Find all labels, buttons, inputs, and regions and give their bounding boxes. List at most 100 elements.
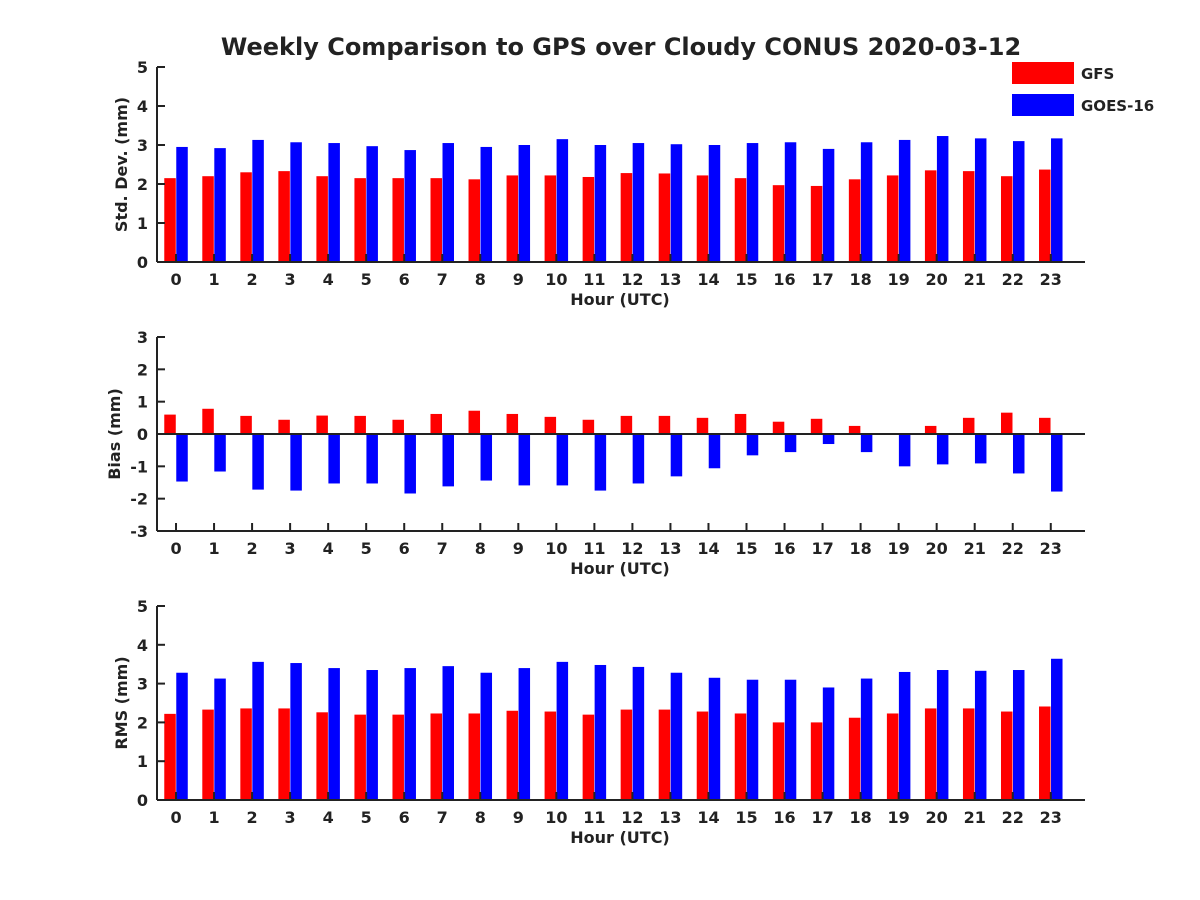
y-tick-label: 0	[137, 425, 148, 444]
bar-gfs-hour-12	[620, 415, 633, 434]
bar-gfs-hour-11	[582, 419, 595, 434]
bar-goes-16-hour-1	[214, 678, 226, 800]
bar-gfs-hour-18	[848, 717, 861, 800]
bar-gfs-hour-9	[506, 413, 519, 434]
bar-gfs-hour-6	[392, 419, 404, 434]
bar-goes-16-hour-21	[974, 670, 987, 800]
bar-gfs-hour-7	[430, 413, 442, 434]
y-tick-label: 3	[137, 328, 148, 347]
x-tick-label: 4	[323, 539, 334, 558]
bar-goes-16-hour-20	[936, 136, 949, 262]
bar-goes-16-hour-15	[746, 434, 759, 456]
bar-goes-16-hour-15	[746, 679, 759, 800]
bar-goes-16-hour-2	[252, 434, 264, 490]
x-tick-label: 20	[926, 270, 948, 289]
bar-goes-16-hour-11	[594, 434, 607, 491]
x-tick-label: 23	[1040, 539, 1062, 558]
x-tick-label: 9	[513, 808, 524, 827]
y-axis-label: Std. Dev. (mm)	[112, 97, 131, 232]
x-tick-label: 19	[888, 539, 910, 558]
legend-label-gfs: GFS	[1081, 65, 1114, 83]
x-tick-label: 16	[773, 270, 795, 289]
bar-gfs-hour-5	[354, 415, 366, 434]
bar-goes-16-hour-9	[518, 668, 531, 800]
bar-gfs-hour-4	[316, 176, 328, 262]
bar-goes-16-hour-19	[898, 671, 911, 800]
x-tick-label: 18	[849, 539, 871, 558]
bar-goes-16-hour-16	[784, 434, 797, 453]
bar-gfs-hour-21	[962, 708, 975, 800]
x-tick-label: 3	[285, 539, 296, 558]
bar-goes-16-hour-16	[784, 679, 797, 800]
x-tick-label: 18	[849, 808, 871, 827]
bar-gfs-hour-8	[468, 179, 481, 262]
bar-gfs-hour-17	[810, 722, 823, 800]
x-tick-label: 21	[964, 808, 986, 827]
x-tick-label: 12	[621, 808, 643, 827]
bar-goes-16-hour-17	[822, 434, 835, 445]
bar-gfs-hour-14	[696, 417, 709, 434]
y-tick-label: 3	[137, 136, 148, 155]
bar-goes-16-hour-5	[366, 146, 378, 262]
bar-gfs-hour-2	[240, 415, 252, 434]
bar-goes-16-hour-4	[328, 143, 340, 262]
x-tick-label: 20	[926, 808, 948, 827]
x-tick-label: 21	[964, 270, 986, 289]
bar-gfs-hour-20	[924, 708, 937, 800]
x-tick-label: 11	[583, 270, 605, 289]
bar-gfs-hour-1	[202, 709, 214, 800]
bar-gfs-hour-22	[1000, 412, 1013, 434]
x-tick-label: 14	[697, 808, 719, 827]
bar-gfs-hour-23	[1039, 706, 1051, 800]
bar-goes-16-hour-0	[176, 146, 188, 262]
bar-goes-16-hour-19	[898, 434, 911, 467]
bar-gfs-hour-17	[810, 185, 823, 262]
bar-goes-16-hour-23	[1051, 434, 1063, 492]
x-tick-label: 15	[735, 808, 757, 827]
bar-gfs-hour-9	[506, 710, 519, 800]
x-tick-label: 22	[1002, 270, 1024, 289]
y-tick-label: 0	[137, 791, 148, 810]
bar-goes-16-hour-9	[518, 145, 531, 262]
x-tick-label: 19	[888, 808, 910, 827]
bar-goes-16-hour-8	[480, 672, 493, 800]
bar-goes-16-hour-23	[1051, 138, 1063, 262]
bar-gfs-hour-7	[430, 713, 442, 800]
bar-goes-16-hour-10	[556, 661, 569, 800]
x-tick-label: 17	[811, 539, 833, 558]
x-tick-label: 19	[888, 270, 910, 289]
x-tick-label: 15	[735, 270, 757, 289]
bar-gfs-hour-0	[164, 713, 176, 800]
x-tick-label: 5	[361, 270, 372, 289]
bar-gfs-hour-0	[164, 414, 176, 434]
bar-gfs-hour-8	[468, 713, 481, 800]
bar-goes-16-hour-13	[670, 434, 683, 477]
bar-goes-16-hour-18	[860, 434, 873, 453]
x-tick-label: 15	[735, 539, 757, 558]
bar-goes-16-hour-6	[404, 150, 416, 262]
x-tick-label: 10	[545, 270, 567, 289]
y-tick-label: 5	[137, 597, 148, 616]
x-tick-label: 5	[361, 539, 372, 558]
bar-goes-16-hour-8	[480, 146, 493, 262]
x-tick-label: 2	[247, 808, 258, 827]
bar-goes-16-hour-11	[594, 145, 607, 262]
y-tick-label: -3	[130, 522, 148, 541]
x-tick-label: 7	[437, 539, 448, 558]
x-tick-label: 6	[399, 270, 410, 289]
x-tick-label: 7	[437, 808, 448, 827]
bar-goes-16-hour-3	[290, 434, 302, 491]
x-tick-label: 1	[208, 270, 219, 289]
bar-gfs-hour-10	[544, 711, 557, 800]
x-tick-label: 16	[773, 808, 795, 827]
bar-gfs-hour-9	[506, 175, 519, 262]
x-tick-label: 8	[475, 270, 486, 289]
bar-gfs-hour-23	[1039, 417, 1051, 434]
bar-goes-16-hour-13	[670, 144, 683, 262]
bar-goes-16-hour-12	[632, 666, 645, 800]
bar-gfs-hour-13	[658, 415, 671, 434]
bar-gfs-hour-0	[164, 178, 176, 262]
y-tick-label: 2	[137, 360, 148, 379]
bar-gfs-hour-10	[544, 416, 557, 434]
bar-gfs-hour-6	[392, 714, 404, 800]
